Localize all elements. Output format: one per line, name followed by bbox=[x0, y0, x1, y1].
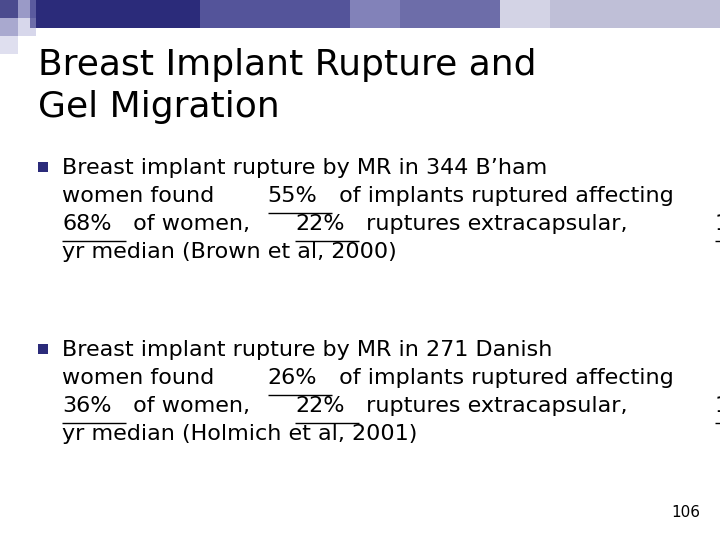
Text: Gel Migration: Gel Migration bbox=[38, 90, 280, 124]
Text: Breast implant rupture by MR in 344 B’ham: Breast implant rupture by MR in 344 B’ha… bbox=[62, 158, 547, 178]
Bar bbox=[200, 0, 400, 28]
Text: Breast implant rupture by MR in 271 Danish: Breast implant rupture by MR in 271 Dani… bbox=[62, 340, 552, 360]
Bar bbox=[38, 344, 48, 354]
Text: ruptures extracapsular,: ruptures extracapsular, bbox=[359, 396, 634, 416]
Text: 36%: 36% bbox=[62, 396, 112, 416]
Bar bbox=[0, 0, 18, 18]
Text: women found: women found bbox=[62, 186, 221, 206]
Bar bbox=[38, 162, 48, 172]
Bar bbox=[0, 18, 18, 36]
Text: 22%: 22% bbox=[295, 214, 345, 234]
Text: yr median (Holmich et al, 2001): yr median (Holmich et al, 2001) bbox=[62, 424, 418, 444]
Text: 106: 106 bbox=[671, 505, 700, 520]
Text: of women,: of women, bbox=[126, 214, 257, 234]
Text: yr median (Brown et al, 2000): yr median (Brown et al, 2000) bbox=[62, 242, 397, 262]
Bar bbox=[18, 18, 36, 36]
Text: 26%: 26% bbox=[268, 368, 317, 388]
Text: of women,: of women, bbox=[126, 396, 257, 416]
Text: Breast Implant Rupture and: Breast Implant Rupture and bbox=[38, 48, 536, 82]
Text: 68%: 68% bbox=[62, 214, 112, 234]
Text: women found: women found bbox=[62, 368, 221, 388]
Text: 17: 17 bbox=[714, 214, 720, 234]
Text: 10: 10 bbox=[714, 396, 720, 416]
Text: 55%: 55% bbox=[268, 186, 318, 206]
Text: 22%: 22% bbox=[295, 396, 345, 416]
Text: of implants ruptured affecting: of implants ruptured affecting bbox=[332, 186, 674, 206]
Bar bbox=[30, 0, 720, 28]
Bar bbox=[0, 36, 18, 54]
Text: ruptures extracapsular,: ruptures extracapsular, bbox=[359, 214, 634, 234]
Bar bbox=[350, 0, 550, 28]
Bar bbox=[500, 0, 720, 28]
Text: of implants ruptured affecting: of implants ruptured affecting bbox=[331, 368, 673, 388]
Bar bbox=[18, 0, 36, 18]
